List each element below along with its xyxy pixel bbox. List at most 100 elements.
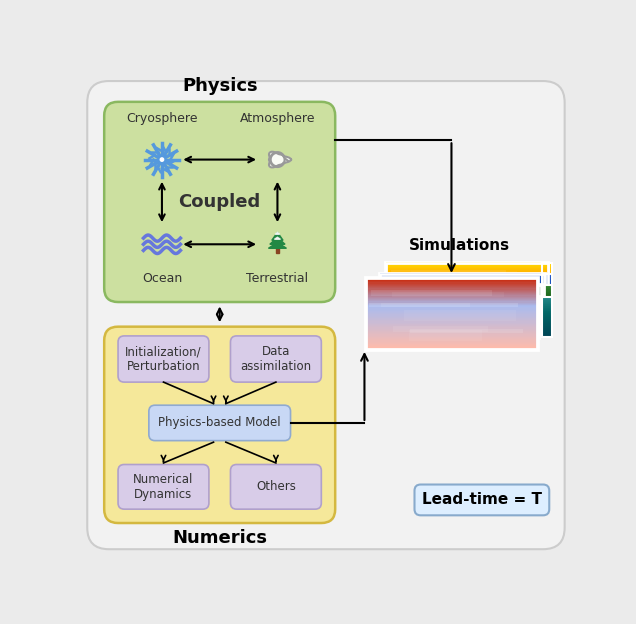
Bar	[378, 300, 522, 302]
Bar	[380, 278, 544, 279]
Bar	[375, 301, 541, 302]
Bar	[371, 304, 539, 305]
Bar	[380, 295, 544, 296]
Bar	[375, 321, 541, 323]
Bar	[541, 314, 552, 315]
Bar	[541, 301, 552, 302]
Bar	[375, 303, 541, 304]
Bar	[380, 313, 544, 314]
Bar	[380, 289, 544, 290]
Bar	[380, 308, 544, 310]
Bar	[541, 301, 552, 302]
Bar	[541, 305, 552, 306]
Text: Physics: Physics	[182, 77, 258, 95]
Bar	[371, 299, 539, 300]
FancyBboxPatch shape	[87, 81, 565, 549]
Bar	[380, 305, 544, 306]
Bar	[380, 273, 544, 314]
Bar	[366, 290, 537, 291]
Bar	[386, 298, 548, 299]
Bar	[375, 310, 541, 311]
Bar	[380, 305, 544, 306]
Bar	[541, 271, 552, 272]
Bar	[366, 304, 537, 305]
Bar	[541, 276, 552, 278]
Bar	[380, 281, 544, 283]
Bar	[541, 295, 552, 296]
Bar	[541, 324, 552, 325]
Bar	[366, 329, 537, 330]
Bar	[375, 316, 541, 318]
Bar	[541, 304, 552, 305]
Bar	[366, 300, 537, 302]
Bar	[375, 323, 541, 324]
Bar	[386, 290, 548, 291]
Text: Data
assimilation: Data assimilation	[240, 345, 312, 373]
Bar	[380, 299, 544, 300]
Bar	[541, 288, 552, 289]
Bar	[541, 281, 552, 283]
Bar	[380, 285, 544, 286]
Bar	[541, 298, 552, 299]
Bar	[541, 300, 552, 301]
Bar	[418, 314, 528, 317]
Text: Cryosphere: Cryosphere	[126, 112, 198, 125]
Bar	[541, 334, 552, 336]
Bar	[380, 275, 544, 276]
Bar	[541, 311, 552, 312]
Bar	[375, 285, 541, 286]
Bar	[541, 305, 552, 306]
Bar	[541, 300, 552, 301]
Bar	[541, 292, 552, 293]
Bar	[541, 290, 552, 291]
Bar	[409, 330, 481, 341]
Bar	[366, 326, 537, 328]
Bar	[386, 300, 548, 301]
Bar	[371, 297, 539, 298]
Bar	[541, 324, 552, 325]
Bar	[366, 303, 537, 304]
Bar	[386, 268, 548, 269]
Bar	[541, 323, 552, 324]
Bar	[416, 292, 524, 298]
Bar	[386, 291, 548, 292]
Polygon shape	[275, 232, 280, 234]
Bar	[411, 271, 517, 274]
Bar	[380, 293, 544, 295]
Bar	[380, 273, 544, 274]
Bar	[541, 295, 552, 296]
Bar	[380, 313, 544, 314]
Bar	[541, 327, 552, 328]
Bar	[422, 281, 528, 287]
FancyBboxPatch shape	[118, 464, 209, 509]
Bar	[541, 286, 552, 287]
Polygon shape	[272, 232, 283, 240]
Bar	[386, 285, 548, 286]
Bar	[366, 321, 537, 323]
Bar	[396, 305, 506, 308]
Bar	[375, 293, 541, 295]
Bar	[366, 339, 537, 341]
Bar	[381, 303, 470, 307]
Bar	[541, 300, 552, 301]
Bar	[541, 309, 552, 310]
Bar	[541, 288, 552, 289]
Bar	[541, 306, 552, 308]
Bar	[375, 285, 541, 286]
Bar	[541, 278, 552, 280]
Bar	[541, 336, 552, 338]
Bar	[366, 295, 537, 296]
Bar	[541, 312, 552, 313]
Bar	[371, 336, 539, 337]
Bar	[371, 313, 539, 314]
Bar	[366, 312, 537, 314]
Bar	[541, 313, 552, 314]
Bar	[386, 262, 548, 263]
Bar	[366, 340, 537, 342]
Bar	[370, 303, 518, 308]
Bar	[541, 300, 552, 301]
Bar	[366, 299, 537, 301]
Bar	[541, 313, 552, 314]
Bar	[541, 299, 552, 300]
Bar	[541, 271, 552, 273]
